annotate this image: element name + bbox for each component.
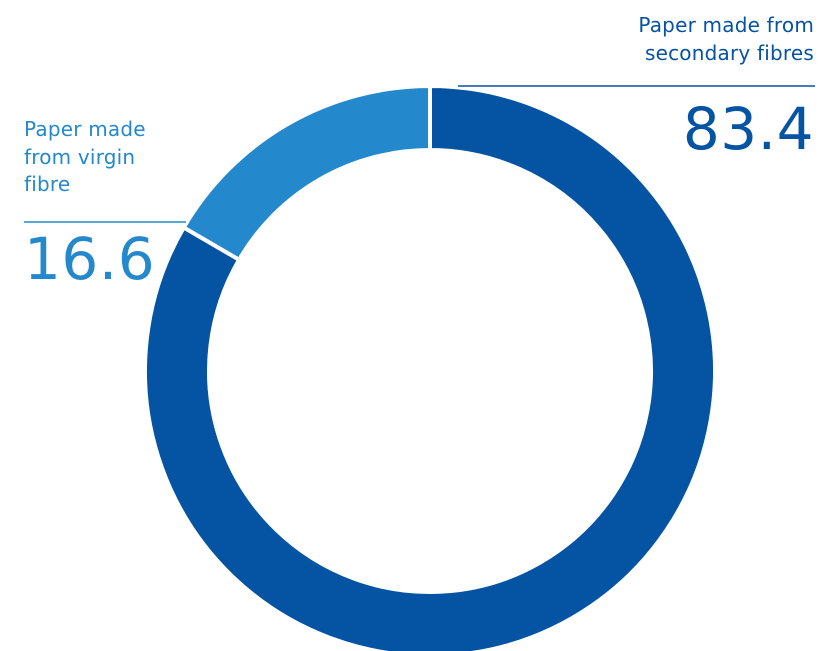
slice-virgin-fibre	[181, 83, 432, 263]
slice-label-virgin-fibre: Paper made from virgin fibre	[24, 116, 146, 199]
slice-label-line: Paper made from	[638, 13, 814, 37]
slice-label-secondary-fibres: Paper made from secondary fibres	[638, 12, 814, 67]
slice-label-line: secondary fibres	[644, 40, 814, 65]
slice-label-line: fibre	[24, 172, 71, 197]
slice-value-secondary-fibres: 83.4	[682, 95, 814, 163]
donut-slices	[143, 83, 717, 651]
slice-secondary-fibres	[143, 83, 717, 651]
slice-value-virgin-fibre: 16.6	[24, 225, 156, 293]
slice-label-line: from virgin	[24, 144, 136, 169]
slice-label-line: Paper made	[24, 117, 146, 141]
